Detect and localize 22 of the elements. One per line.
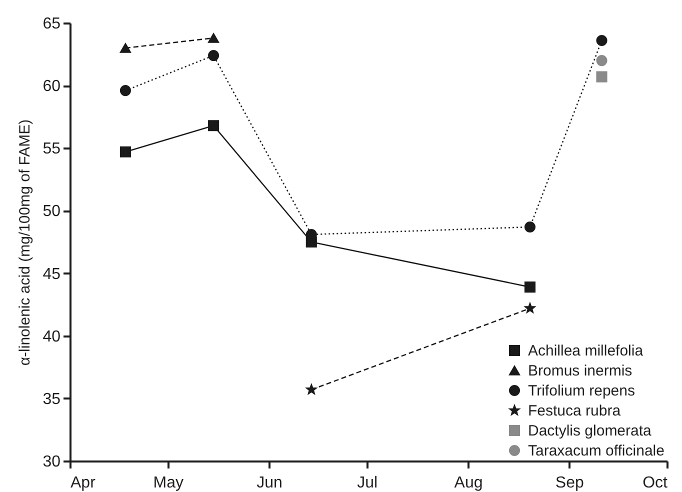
y-tick-label: 60 — [42, 78, 61, 96]
legend-label: Taraxacum officinale — [528, 442, 664, 460]
legend-label: Achillea millefolia — [528, 342, 644, 360]
legend-label: Festuca rubra — [528, 402, 622, 420]
x-tick-label: Jul — [357, 474, 378, 492]
y-tick-label: 40 — [42, 328, 61, 346]
x-tick-label: May — [153, 474, 184, 492]
y-tick-label: 50 — [42, 203, 61, 220]
x-tick-label: Aug — [454, 474, 483, 492]
legend-label: Trifolium repens — [528, 382, 635, 400]
legend-label: Bromus inermis — [528, 362, 632, 380]
y-tick-label: 30 — [42, 454, 61, 470]
y-tick-label: 35 — [42, 390, 61, 408]
y-tick-label: 45 — [42, 266, 61, 283]
x-tick-label: Oct — [642, 474, 668, 492]
legend-label: Dactylis glomerata — [528, 422, 652, 440]
x-tick-label: Apr — [70, 474, 96, 492]
y-tick-label: 65 — [42, 16, 61, 32]
y-axis-title: α-linolenic acid (mg/100mg of FAME) — [16, 119, 34, 366]
x-tick-label: Jun — [256, 474, 282, 492]
x-tick-label: Sep — [555, 474, 584, 492]
y-tick-label: 55 — [42, 140, 61, 158]
